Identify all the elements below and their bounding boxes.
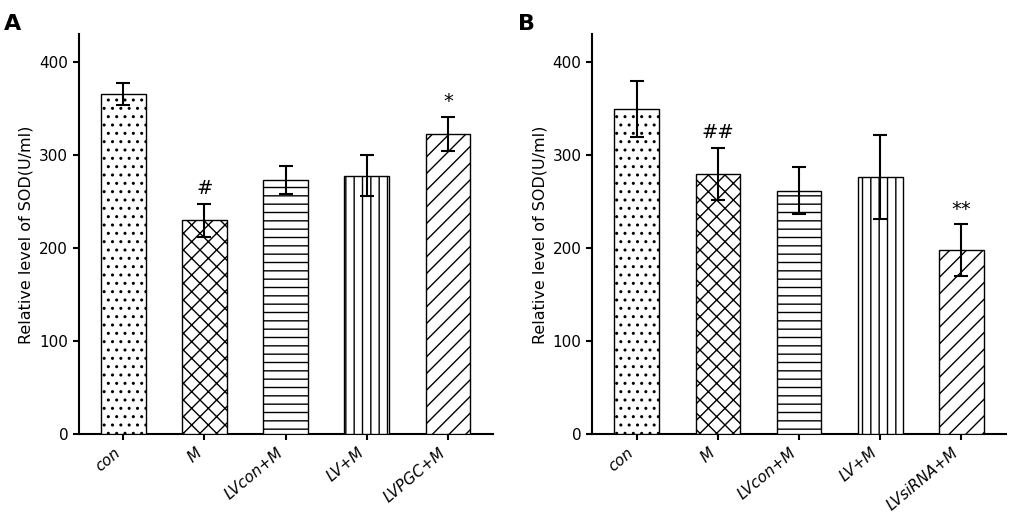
Bar — [613, 109, 658, 434]
Text: **: ** — [951, 200, 970, 219]
Y-axis label: Relative level of SOD(U/ml): Relative level of SOD(U/ml) — [18, 125, 34, 344]
Bar — [101, 94, 146, 434]
Text: ##: ## — [701, 123, 734, 142]
Bar — [695, 174, 740, 434]
Text: B: B — [517, 14, 534, 34]
Text: #: # — [196, 179, 212, 198]
Bar — [776, 191, 820, 434]
Bar — [857, 177, 902, 434]
Text: *: * — [442, 92, 452, 111]
Bar — [938, 250, 982, 434]
Bar — [182, 220, 226, 434]
Bar — [263, 180, 308, 434]
Bar — [344, 175, 388, 434]
Text: A: A — [4, 14, 21, 34]
Bar — [425, 134, 470, 434]
Y-axis label: Relative level of SOD(U/ml): Relative level of SOD(U/ml) — [532, 125, 546, 344]
